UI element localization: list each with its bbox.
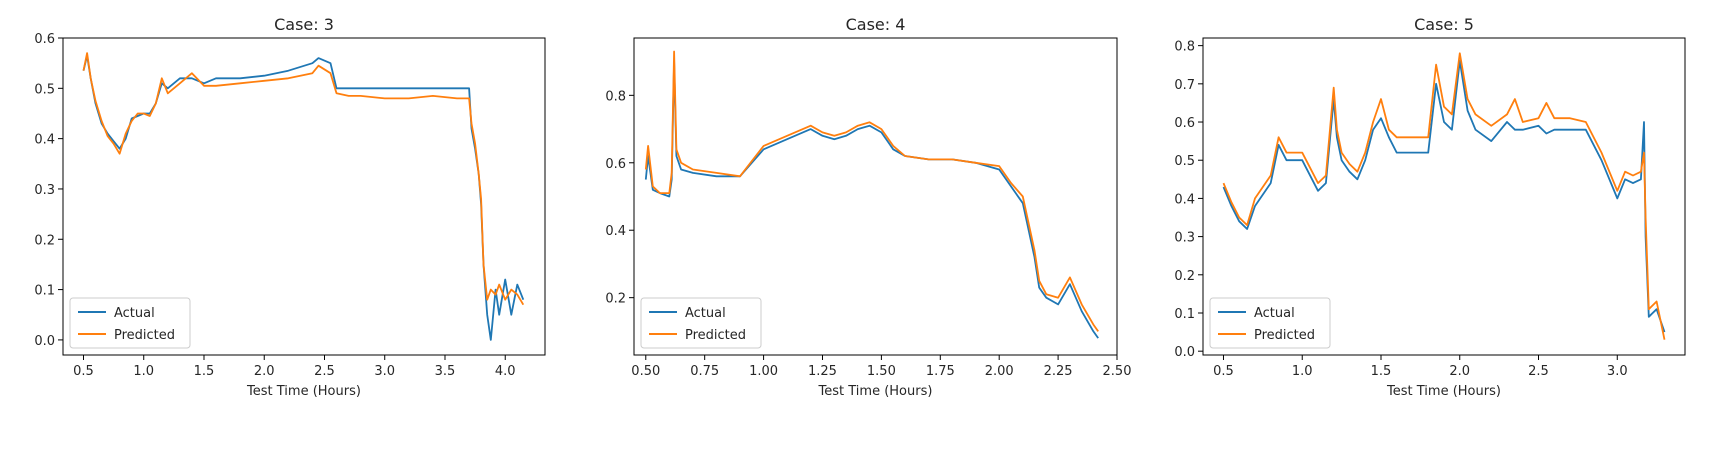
- chart-title: Case: 3: [274, 15, 334, 34]
- y-tick-label: 0.7: [1174, 78, 1195, 93]
- x-axis-label: Test Time (Hours): [818, 384, 933, 399]
- x-tick-label: 1.75: [926, 364, 955, 379]
- x-tick-label: 3.0: [1607, 364, 1628, 379]
- x-tick-label: 1.5: [194, 364, 215, 379]
- series-line-predicted: [82, 52, 525, 306]
- x-tick-label: 1.5: [1371, 364, 1392, 379]
- y-tick-label: 0.8: [1174, 40, 1195, 55]
- x-axis-label: Test Time (Hours): [246, 384, 361, 399]
- y-tick-label: 0.4: [1174, 192, 1195, 207]
- y-tick-label: 0.4: [605, 224, 626, 239]
- x-tick-label: 4.0: [495, 364, 516, 379]
- y-tick-label: 0.3: [1174, 231, 1195, 246]
- series-line-predicted: [644, 50, 1099, 332]
- x-tick-label: 3.5: [435, 364, 456, 379]
- x-tick-label: 2.0: [1449, 364, 1470, 379]
- y-tick-label: 0.0: [34, 334, 55, 349]
- legend-box: [1209, 297, 1331, 349]
- y-tick-label: 0.2: [1174, 269, 1195, 284]
- y-tick-label: 0.1: [34, 284, 55, 299]
- x-tick-label: 2.00: [985, 364, 1014, 379]
- x-tick-label: 1.0: [133, 364, 154, 379]
- y-tick-label: 0.8: [605, 89, 626, 104]
- x-tick-label: 2.50: [1103, 364, 1132, 379]
- x-tick-label: 1.0: [1292, 364, 1313, 379]
- y-tick-label: 0.3: [34, 183, 55, 198]
- legend-label: Actual: [685, 306, 726, 321]
- y-tick-label: 0.2: [34, 233, 55, 248]
- y-tick-label: 0.5: [1174, 154, 1195, 169]
- y-tick-label: 0.4: [34, 133, 55, 148]
- x-axis-label: Test Time (Hours): [1386, 384, 1501, 399]
- legend-label: Predicted: [685, 328, 746, 343]
- series-line-actual: [1222, 60, 1666, 333]
- x-tick-label: 1.25: [808, 364, 837, 379]
- x-tick-label: 2.0: [254, 364, 275, 379]
- chart-panel-2: Case: 4 0.50 0.75 1.00 1.25 1.50 1.75 2.00 2.25 2…: [605, 15, 1131, 399]
- x-tick-label: 0.75: [690, 364, 719, 379]
- chart-title: Case: 5: [1414, 15, 1474, 34]
- y-tick-label: 0.6: [605, 157, 626, 172]
- legend-label: Actual: [114, 306, 155, 321]
- x-tick-label: 1.00: [749, 364, 778, 379]
- y-tick-label: 0.0: [1174, 345, 1195, 360]
- y-tick-label: 0.6: [1174, 116, 1195, 131]
- x-tick-label: 0.50: [631, 364, 660, 379]
- legend: Actual Predicted: [69, 297, 191, 349]
- y-tick-label: 0.6: [34, 32, 55, 47]
- x-tick-label: 2.5: [1528, 364, 1549, 379]
- x-tick-label: 2.5: [314, 364, 335, 379]
- plot-frame: [633, 37, 1118, 356]
- y-tick-label: 0.2: [605, 292, 626, 307]
- legend-label: Predicted: [114, 328, 175, 343]
- series-line-predicted: [1222, 52, 1666, 340]
- legend-box: [69, 297, 191, 349]
- legend-box: [640, 297, 762, 349]
- plot-frame: [62, 37, 546, 356]
- x-tick-label: 1.50: [867, 364, 896, 379]
- y-tick-label: 0.1: [1174, 307, 1195, 322]
- legend-label: Actual: [1254, 306, 1295, 321]
- legend: Actual Predicted: [1209, 297, 1331, 349]
- x-tick-label: 2.25: [1044, 364, 1073, 379]
- x-tick-label: 0.5: [1213, 364, 1234, 379]
- chart-title: Case: 4: [846, 15, 906, 34]
- legend: Actual Predicted: [640, 297, 762, 349]
- plot-frame: [1202, 37, 1686, 356]
- chart-panel-1: Case: 3 0.5 1.0 1.5 2.0 2.5 3.0 3.5 4.0 0.0 0.1 0.2…: [34, 15, 546, 399]
- x-tick-label: 3.0: [374, 364, 395, 379]
- x-tick-label: 0.5: [73, 364, 94, 379]
- legend-label: Predicted: [1254, 328, 1315, 343]
- chart-panel-3: Case: 5 0.5 1.0 1.5 2.0 2.5 3.0 0.0 0.1 0.2 0.3 0.4…: [1174, 15, 1686, 399]
- series-line-actual: [644, 60, 1099, 339]
- y-tick-label: 0.5: [34, 82, 55, 97]
